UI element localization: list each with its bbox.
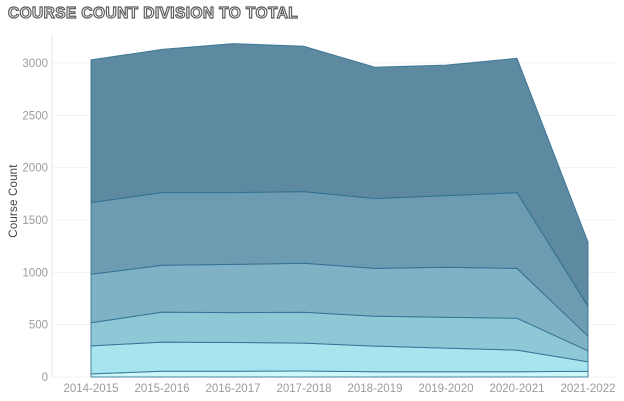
x-tick-label: 2016-2017 <box>206 383 261 395</box>
y-tick-label: 2500 <box>22 110 48 122</box>
y-tick-label: 3000 <box>22 58 48 70</box>
x-tick-label: 2021-2022 <box>561 383 616 395</box>
x-tick-label: 2020-2021 <box>490 383 545 395</box>
x-tick-label: 2015-2016 <box>135 383 190 395</box>
y-tick-label: 1500 <box>22 215 48 227</box>
x-tick-label: 2017-2018 <box>277 383 332 395</box>
chart-title: COURSE COUNT DIVISION TO TOTAL <box>7 4 299 22</box>
x-tick-label: 2019-2020 <box>419 383 474 395</box>
y-tick-label: 500 <box>29 320 48 332</box>
x-tick-label: 2018-2019 <box>348 383 403 395</box>
y-tick-label: 1000 <box>22 267 48 279</box>
area-band-division-6-top[interactable] <box>90 43 589 307</box>
y-tick-label: 2000 <box>22 163 48 175</box>
y-tick-label: 0 <box>42 372 48 384</box>
x-tick-label: 2014-2015 <box>64 383 119 395</box>
